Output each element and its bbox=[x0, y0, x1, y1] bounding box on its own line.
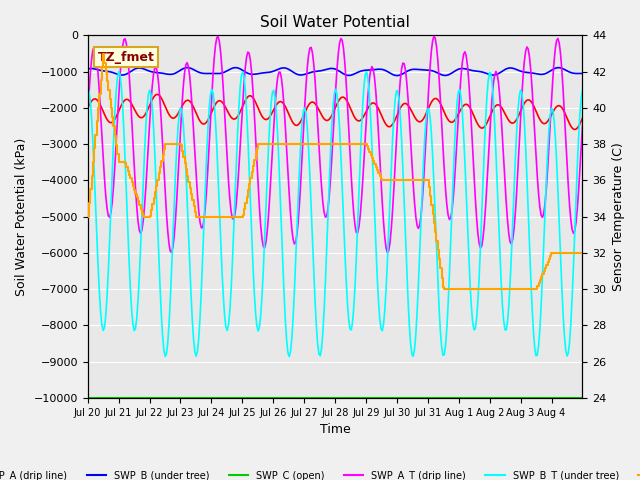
Y-axis label: Soil Water Potential (kPa): Soil Water Potential (kPa) bbox=[15, 137, 28, 296]
Text: TZ_fmet: TZ_fmet bbox=[97, 51, 154, 64]
Title: Soil Water Potential: Soil Water Potential bbox=[260, 15, 410, 30]
X-axis label: Time: Time bbox=[320, 423, 351, 436]
Y-axis label: Sensor Temperature (C): Sensor Temperature (C) bbox=[612, 142, 625, 291]
Legend: SWP_A (drip line), SWP_B (under tree), SWP_C (open), SWP_A_T (drip line), SWP_B_: SWP_A (drip line), SWP_B (under tree), S… bbox=[0, 466, 640, 480]
